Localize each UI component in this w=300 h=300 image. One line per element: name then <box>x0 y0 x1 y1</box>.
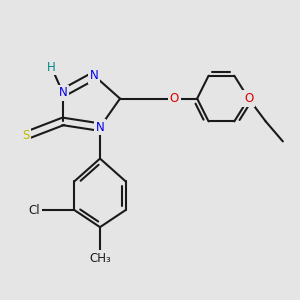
Text: H: H <box>47 61 56 74</box>
Text: O: O <box>170 92 179 105</box>
Text: N: N <box>96 121 104 134</box>
Text: Cl: Cl <box>28 203 40 217</box>
Text: S: S <box>22 129 29 142</box>
Text: CH₃: CH₃ <box>89 252 111 265</box>
Text: N: N <box>58 86 67 99</box>
Text: N: N <box>90 69 99 82</box>
Text: O: O <box>244 92 253 105</box>
